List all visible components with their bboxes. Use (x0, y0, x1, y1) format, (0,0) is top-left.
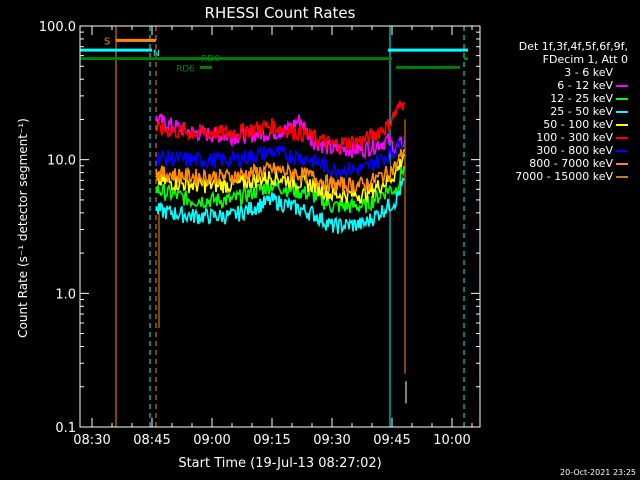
x-tick-label: 09:00 (193, 433, 230, 448)
legend-header-line-2: FDecim 1, Att 0 (542, 53, 628, 66)
series-line (155, 148, 405, 196)
legend-header-line-1: Det 1f,3f,4f,5f,6f,9f, (518, 40, 628, 53)
series-line (155, 100, 405, 156)
y-tick-label: 0.1 (55, 421, 76, 436)
legend-entry-swatch (616, 123, 628, 126)
legend-entry: 6 - 12 keV (470, 79, 636, 92)
y-tick-label: 1.0 (55, 287, 76, 302)
legend-entry: 100 - 300 keV (470, 131, 636, 144)
x-tick-label: 09:45 (373, 433, 410, 448)
x-axis-label: Start Time (19-Jul-13 08:27:02) (178, 456, 381, 471)
series-line (155, 135, 405, 180)
series-line (155, 113, 405, 160)
decimation-label-rd0: RD0 (201, 55, 220, 65)
legend-entry: 50 - 100 keV (470, 118, 636, 131)
series-line (155, 153, 405, 204)
legend-entry: 25 - 50 keV (470, 105, 636, 118)
decimation-label-rd6: RD6 (176, 64, 195, 74)
legend-entry-swatch (615, 70, 629, 75)
series-line (155, 165, 405, 214)
legend-entry-label: 100 - 300 keV (536, 131, 613, 144)
legend-entry: 7000 - 15000 keV (470, 170, 636, 183)
y-tick-label: 100.0 (39, 20, 76, 35)
x-tick-label: 09:30 (313, 433, 350, 448)
series-line (155, 176, 405, 235)
x-tick-label: 08:45 (133, 433, 170, 448)
y-tick-label: 10.0 (47, 154, 76, 169)
legend-entry-swatch (616, 162, 628, 165)
y-axis-label: Count Rate (s⁻¹ detector segment⁻¹) (16, 118, 30, 338)
legend-entry-label: 800 - 7000 keV (529, 157, 613, 170)
legend-entry: 300 - 800 keV (470, 144, 636, 157)
legend-entry: 12 - 25 keV (470, 92, 636, 105)
x-tick-label: 09:15 (253, 433, 290, 448)
legend: Det 1f,3f,4f,5f,6f,9f, FDecim 1, Att 0 3… (470, 40, 636, 183)
legend-entry: 800 - 7000 keV (470, 157, 636, 170)
legend-entry-label: 3 - 6 keV (564, 66, 613, 79)
footer-date: 20-Oct-2021 23:25 (560, 468, 636, 477)
chart-title: RHESSI Count Rates (205, 4, 356, 22)
legend-entry-label: 50 - 100 keV (543, 118, 613, 131)
plot-frame (79, 25, 481, 428)
axes: 0.1 1.0 10.0 100.0 08:30 08:45 09:00 09:15 09:30… (39, 20, 481, 448)
legend-entry-swatch (616, 84, 628, 87)
legend-entry-swatch (616, 149, 628, 152)
legend-entry-swatch (616, 136, 628, 139)
legend-entry-swatch (616, 175, 628, 178)
x-tick-label: 10:00 (433, 433, 470, 448)
legend-entry-label: 6 - 12 keV (557, 79, 613, 92)
x-tick-label: 08:30 (73, 433, 110, 448)
legend-entry-label: 12 - 25 keV (550, 92, 613, 105)
night-label: N (153, 49, 160, 59)
legend-entry: 3 - 6 keV (470, 66, 636, 79)
series-layer (155, 100, 407, 404)
legend-entry-label: 25 - 50 keV (550, 105, 613, 118)
legend-entry-label: 7000 - 15000 keV (515, 170, 613, 183)
legend-entry-swatch (616, 110, 628, 113)
attenuator-label: S (104, 36, 110, 47)
legend-entry-swatch (616, 97, 628, 100)
legend-entry-label: 300 - 800 keV (536, 144, 613, 157)
orbit-markers: N S RD0 RD6 (79, 26, 468, 427)
